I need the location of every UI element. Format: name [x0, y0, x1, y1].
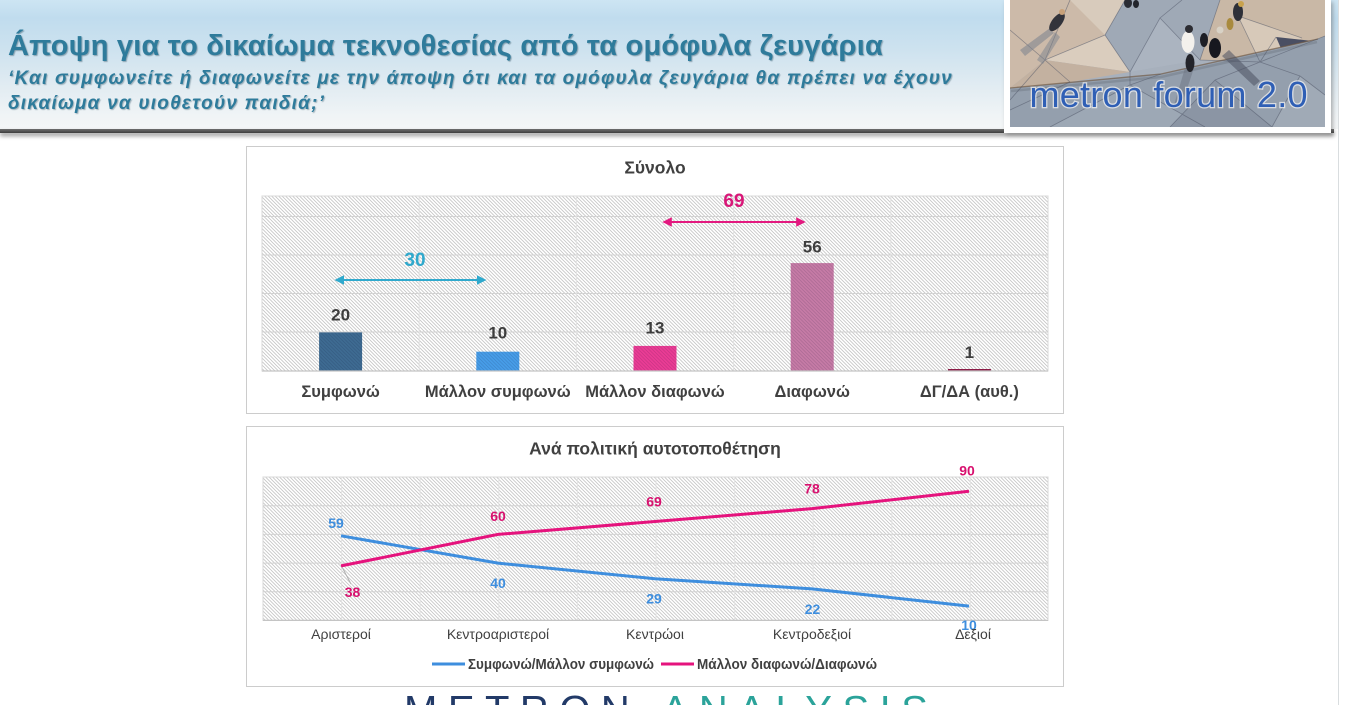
svg-text:Δεξιοί: Δεξιοί — [955, 626, 991, 642]
svg-text:metron forum 2.0: metron forum 2.0 — [1030, 74, 1308, 115]
svg-text:Κεντροαριστεροί: Κεντροαριστεροί — [447, 626, 549, 642]
svg-text:Ανά πολιτική αυτοτοποθέτηση: Ανά πολιτική αυτοτοποθέτηση — [529, 438, 781, 458]
svg-text:60: 60 — [490, 508, 506, 524]
svg-text:29: 29 — [646, 591, 662, 607]
svg-text:ΔΓ/ΔΑ (αυθ.): ΔΓ/ΔΑ (αυθ.) — [920, 383, 1019, 401]
svg-text:Μάλλον διαφωνώ/Διαφωνώ: Μάλλον διαφωνώ/Διαφωνώ — [697, 657, 877, 673]
svg-text:59: 59 — [328, 515, 344, 531]
svg-text:Αριστεροί: Αριστεροί — [311, 626, 371, 642]
svg-text:Μάλλον διαφωνώ: Μάλλον διαφωνώ — [585, 383, 725, 401]
svg-text:78: 78 — [804, 481, 820, 497]
svg-text:Κεντροδεξιοί: Κεντροδεξιοί — [773, 626, 851, 642]
svg-text:13: 13 — [646, 318, 665, 337]
svg-text:1: 1 — [965, 343, 974, 362]
svg-text:10: 10 — [961, 617, 977, 633]
svg-text:Μάλλον συμφωνώ: Μάλλον συμφωνώ — [425, 383, 571, 401]
svg-text:Κεντρώοι: Κεντρώοι — [626, 626, 684, 642]
svg-text:20: 20 — [331, 306, 350, 325]
svg-text:40: 40 — [490, 575, 506, 591]
svg-text:22: 22 — [805, 601, 821, 617]
svg-text:Σύνολο: Σύνολο — [624, 157, 685, 177]
svg-text:90: 90 — [959, 463, 975, 479]
svg-text:METRON ANALYSIS: METRON ANALYSIS — [404, 689, 938, 705]
svg-text:Συμφωνώ: Συμφωνώ — [301, 383, 380, 401]
svg-text:69: 69 — [646, 493, 662, 509]
svg-text:69: 69 — [723, 191, 744, 212]
svg-text:38: 38 — [345, 584, 361, 600]
svg-text:56: 56 — [803, 238, 822, 257]
svg-text:10: 10 — [488, 324, 507, 343]
svg-text:30: 30 — [404, 250, 425, 271]
svg-text:Συμφωνώ/Μάλλον συμφωνώ: Συμφωνώ/Μάλλον συμφωνώ — [468, 657, 654, 673]
svg-text:Διαφωνώ: Διαφωνώ — [774, 383, 850, 401]
